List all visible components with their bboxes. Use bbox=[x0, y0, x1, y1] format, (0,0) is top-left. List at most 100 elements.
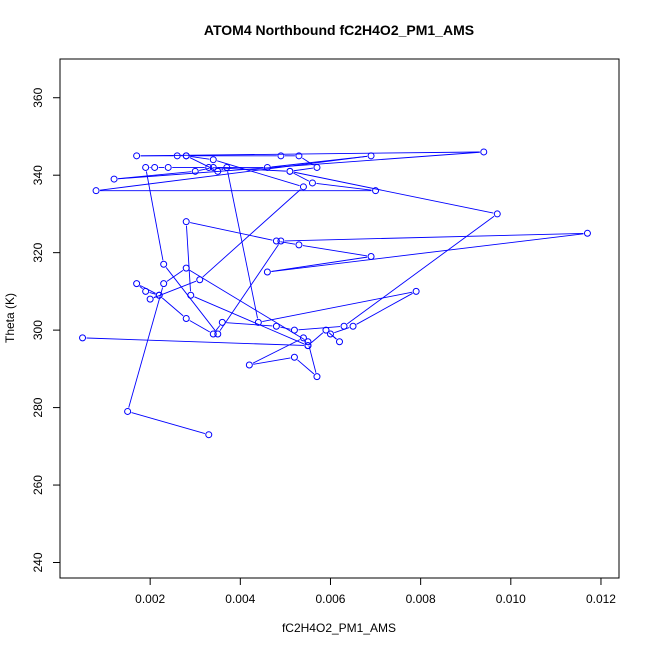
series-segment bbox=[293, 171, 494, 214]
y-tick-label: 340 bbox=[31, 165, 45, 185]
data-point bbox=[367, 152, 375, 160]
series-segment bbox=[333, 336, 337, 340]
data-point bbox=[92, 187, 100, 195]
series-segment bbox=[215, 325, 221, 332]
series-segment bbox=[118, 151, 480, 180]
data-point bbox=[191, 167, 199, 175]
data-point bbox=[218, 318, 226, 326]
y-tick-label: 300 bbox=[31, 320, 45, 340]
series-segment bbox=[271, 233, 584, 272]
series-segment bbox=[346, 215, 495, 325]
data-point bbox=[173, 152, 181, 160]
data-point bbox=[412, 287, 420, 295]
y-tick-label: 280 bbox=[31, 397, 45, 417]
series-segment bbox=[153, 280, 197, 299]
data-point bbox=[263, 268, 271, 276]
data-point bbox=[124, 407, 132, 415]
y-axis-label: Theta (K) bbox=[3, 293, 17, 343]
data-point bbox=[245, 361, 253, 369]
y-tick-label: 240 bbox=[31, 552, 45, 572]
y-tick-label: 260 bbox=[31, 475, 45, 495]
series-segment bbox=[190, 155, 210, 160]
series-segment bbox=[227, 171, 258, 319]
x-tick-label: 0.006 bbox=[315, 592, 345, 606]
series-lines bbox=[86, 151, 584, 435]
data-point bbox=[340, 322, 348, 330]
series-segment bbox=[189, 269, 305, 341]
data-point bbox=[290, 353, 298, 361]
series-segment bbox=[118, 171, 192, 180]
data-point bbox=[367, 253, 375, 261]
data-point bbox=[205, 431, 213, 439]
data-point bbox=[272, 237, 280, 245]
series-segment bbox=[280, 326, 291, 330]
series-segment bbox=[190, 222, 273, 241]
series-segment bbox=[271, 256, 368, 272]
data-point bbox=[160, 280, 168, 288]
series-segment bbox=[166, 270, 184, 282]
data-point bbox=[313, 373, 321, 381]
data-point bbox=[290, 326, 298, 334]
data-point bbox=[133, 152, 141, 160]
data-point bbox=[304, 338, 312, 346]
x-tick-label: 0.012 bbox=[586, 592, 616, 606]
data-point bbox=[182, 315, 190, 322]
chart-title: ATOM4 Northbound fC2H4O2_PM1_AMS bbox=[204, 22, 474, 38]
y-tick-label: 360 bbox=[31, 87, 45, 107]
data-point bbox=[480, 148, 488, 156]
series-segment bbox=[139, 285, 143, 290]
y-tick-label: 320 bbox=[31, 242, 45, 262]
data-point bbox=[164, 163, 172, 171]
series-segment bbox=[293, 172, 310, 182]
data-point bbox=[205, 163, 213, 171]
data-point bbox=[372, 187, 380, 195]
data-point bbox=[151, 163, 159, 171]
series-segment bbox=[186, 225, 191, 292]
data-point bbox=[493, 210, 501, 218]
data-point bbox=[313, 163, 321, 171]
data-point bbox=[160, 260, 168, 268]
series-segment bbox=[145, 171, 164, 261]
series-segment bbox=[140, 151, 480, 157]
x-tick-label: 0.010 bbox=[496, 592, 526, 606]
data-point bbox=[254, 318, 262, 326]
x-tick-label: 0.002 bbox=[135, 592, 165, 606]
series-segment bbox=[308, 345, 317, 373]
series-segment bbox=[262, 291, 413, 323]
series-segment bbox=[356, 292, 413, 325]
series-segment bbox=[149, 292, 156, 295]
series-segment bbox=[316, 182, 372, 191]
data-point bbox=[326, 330, 334, 338]
series-segment bbox=[165, 267, 216, 332]
data-point bbox=[583, 229, 591, 237]
series-segment bbox=[221, 168, 224, 171]
series-segment bbox=[226, 322, 273, 327]
series-segment bbox=[298, 326, 341, 331]
data-point bbox=[155, 291, 163, 299]
data-point bbox=[182, 218, 190, 226]
series-segment bbox=[310, 332, 324, 344]
data-point bbox=[263, 163, 271, 171]
series-segment bbox=[219, 244, 280, 331]
data-point bbox=[182, 152, 190, 160]
x-tick-label: 0.008 bbox=[406, 592, 436, 606]
data-point bbox=[182, 264, 190, 272]
data-point bbox=[209, 163, 217, 171]
series-segment bbox=[199, 167, 210, 171]
data-point bbox=[214, 167, 222, 175]
series-segment bbox=[212, 167, 286, 172]
x-axis-label: fC2H4O2_PM1_AMS bbox=[282, 621, 396, 635]
data-point bbox=[223, 163, 231, 171]
data-point bbox=[295, 152, 303, 160]
data-point bbox=[299, 183, 307, 191]
x-tick-label: 0.004 bbox=[225, 592, 255, 606]
series-segment bbox=[252, 339, 301, 364]
data-point bbox=[214, 330, 222, 338]
series-segment bbox=[284, 232, 584, 242]
data-point bbox=[349, 322, 357, 330]
data-point bbox=[336, 338, 343, 346]
data-point bbox=[322, 326, 330, 334]
series-segment bbox=[216, 160, 300, 187]
series-segment bbox=[189, 320, 211, 333]
